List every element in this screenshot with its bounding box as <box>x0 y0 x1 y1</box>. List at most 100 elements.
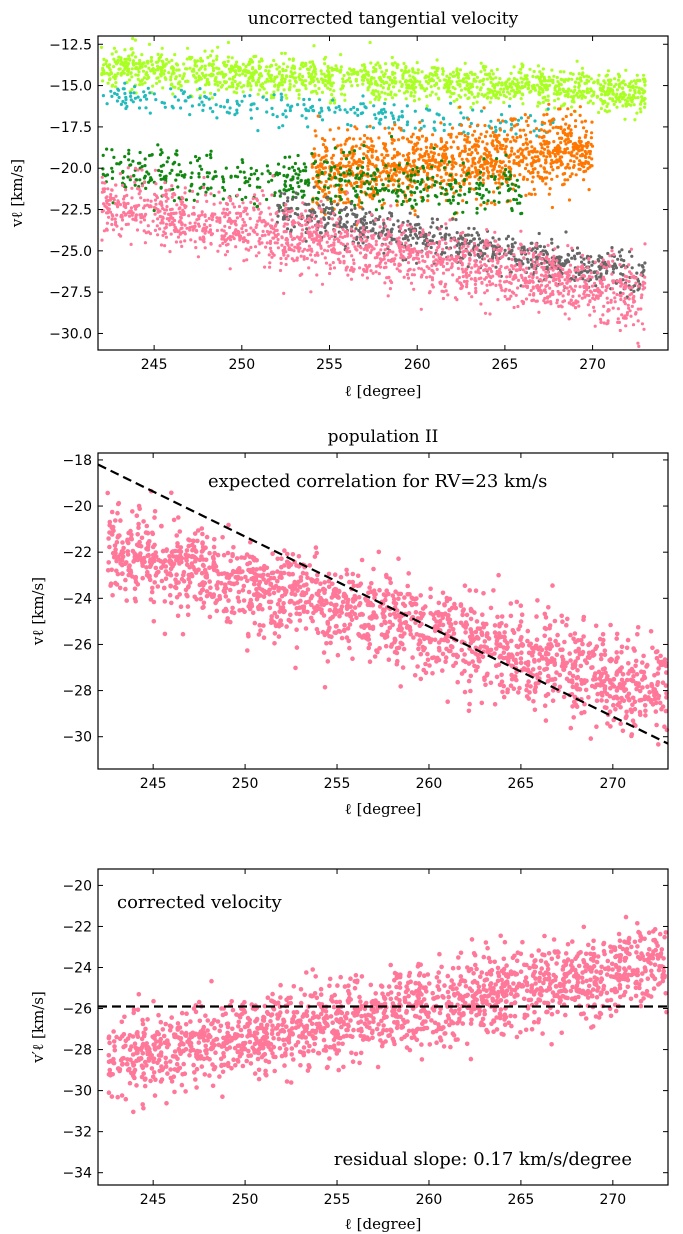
data-point <box>512 152 517 156</box>
data-point <box>506 199 510 203</box>
data-point <box>173 85 177 89</box>
data-point <box>267 74 271 78</box>
data-point <box>429 143 433 147</box>
data-point <box>556 125 560 130</box>
data-point <box>611 99 615 103</box>
data-point <box>127 57 132 61</box>
data-point <box>622 95 626 99</box>
data-point <box>528 67 532 71</box>
data-point <box>313 211 317 215</box>
data-point <box>228 211 232 215</box>
data-point <box>208 106 212 110</box>
data-point <box>337 126 341 130</box>
data-point <box>406 174 410 178</box>
data-point <box>600 92 604 97</box>
data-point <box>439 121 443 125</box>
data-point <box>318 168 322 172</box>
data-point <box>435 248 439 252</box>
data-point <box>407 158 411 162</box>
data-point <box>470 92 474 96</box>
data-point <box>249 108 253 112</box>
data-point <box>357 158 361 162</box>
data-point <box>329 202 334 206</box>
data-point <box>426 199 430 203</box>
data-point <box>343 179 347 183</box>
data-point <box>537 159 541 163</box>
data-point <box>323 138 327 142</box>
data-point <box>142 76 146 80</box>
data-point <box>502 87 506 91</box>
data-point <box>370 75 374 80</box>
data-point <box>409 190 413 194</box>
data-point <box>315 170 319 174</box>
data-point <box>436 168 441 172</box>
data-point <box>395 63 399 67</box>
data-point <box>159 164 163 168</box>
data-point <box>255 107 259 111</box>
data-point <box>387 126 391 130</box>
data-point <box>469 249 474 253</box>
data-point <box>249 84 253 88</box>
data-point <box>120 218 125 222</box>
data-point <box>524 119 529 123</box>
data-point <box>520 62 524 66</box>
data-point <box>602 79 606 83</box>
data-point <box>448 95 452 99</box>
data-point <box>163 76 167 80</box>
data-point <box>219 85 223 89</box>
data-point <box>479 203 483 207</box>
data-point <box>510 85 514 89</box>
data-point <box>556 264 560 268</box>
data-point <box>389 134 394 139</box>
data-point <box>582 75 586 79</box>
data-point <box>290 66 294 70</box>
data-point <box>374 95 378 99</box>
data-point <box>130 196 134 200</box>
data-point <box>406 156 411 160</box>
data-point <box>269 76 273 80</box>
data-point <box>619 258 624 262</box>
data-point <box>240 99 244 103</box>
data-point <box>617 250 622 254</box>
data-point <box>329 168 333 172</box>
data-point <box>319 158 323 162</box>
data-point <box>368 124 372 128</box>
data-point <box>530 180 534 184</box>
data-point <box>485 73 489 77</box>
data-point <box>402 249 406 253</box>
data-point <box>354 79 358 83</box>
data-point <box>286 254 290 258</box>
data-point <box>591 101 595 105</box>
data-point <box>473 162 477 166</box>
data-point <box>391 114 395 118</box>
data-point <box>550 205 555 210</box>
data-point <box>468 124 472 129</box>
data-point <box>182 212 186 216</box>
data-point <box>405 83 409 87</box>
data-point <box>510 182 514 186</box>
data-point <box>288 108 292 113</box>
data-point <box>418 128 422 132</box>
data-point <box>256 92 260 96</box>
data-point <box>318 98 322 102</box>
data-point <box>500 147 504 151</box>
data-point <box>171 106 175 110</box>
data-point <box>174 75 178 79</box>
data-point <box>454 173 458 177</box>
data-point <box>268 171 272 176</box>
data-point <box>272 96 276 100</box>
data-point <box>603 100 607 104</box>
data-point <box>441 72 445 76</box>
data-point <box>643 261 647 265</box>
data-point <box>226 40 231 45</box>
data-point <box>320 170 324 174</box>
data-point <box>257 76 261 80</box>
data-point <box>499 175 503 179</box>
data-point <box>489 134 493 138</box>
data-point <box>458 82 462 87</box>
data-point <box>415 166 419 170</box>
data-point <box>599 106 604 111</box>
data-point <box>200 167 204 171</box>
data-point <box>115 92 119 97</box>
data-point <box>317 190 321 195</box>
